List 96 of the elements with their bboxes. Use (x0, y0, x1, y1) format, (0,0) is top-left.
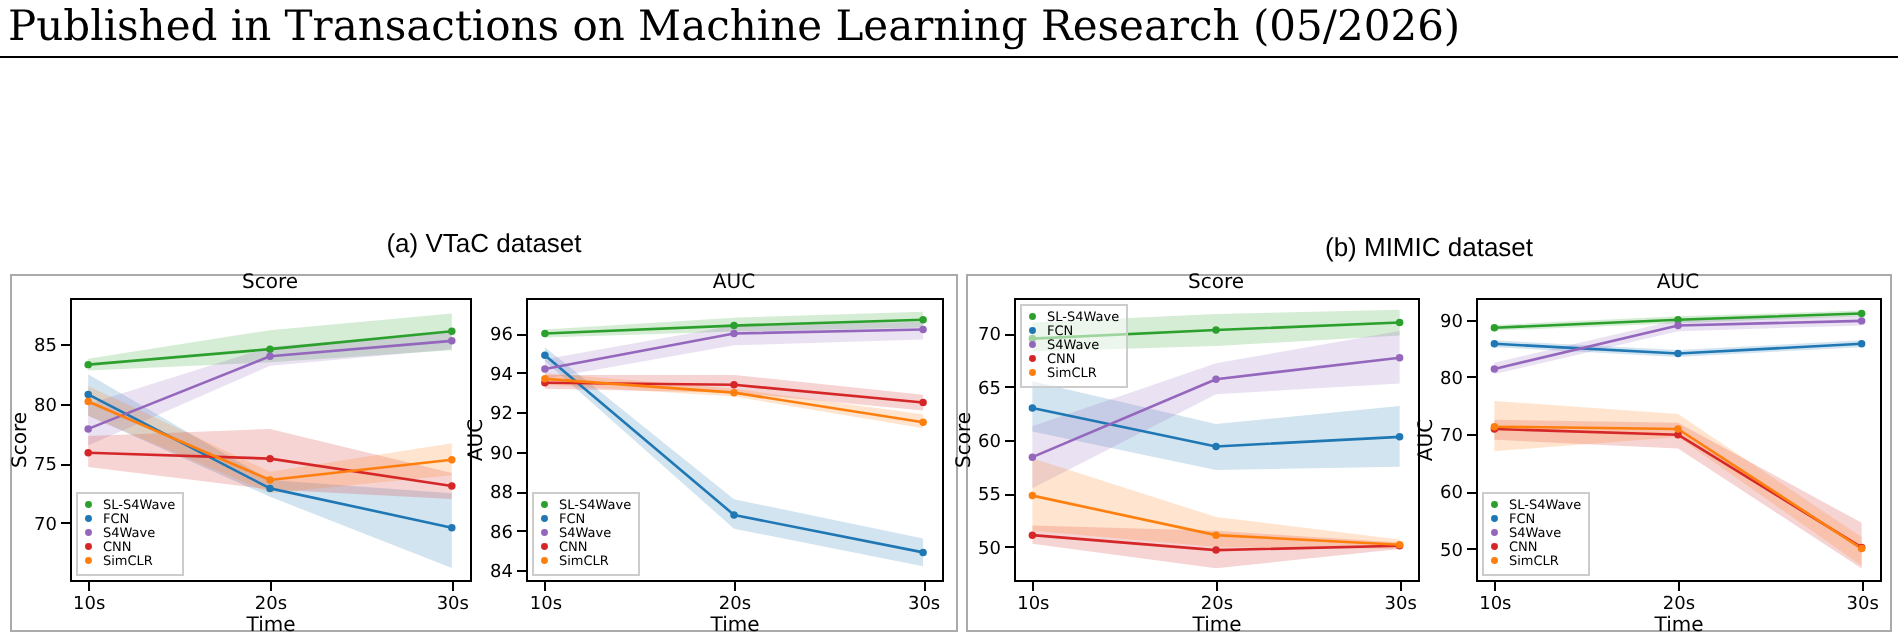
y-tick-label: 88 (490, 484, 514, 505)
point (448, 482, 456, 490)
point (919, 325, 927, 334)
y-tick-label: 96 (490, 326, 514, 347)
y-tick-label: 70 (34, 515, 58, 536)
x-tick-label: 10s (529, 595, 563, 615)
x-axis-title: Time (1190, 615, 1242, 632)
chart-title: AUC (1656, 272, 1700, 294)
y-tick-label: 90 (490, 444, 514, 465)
point (541, 351, 549, 359)
point (730, 321, 738, 330)
point (266, 476, 274, 484)
point (266, 345, 274, 353)
point (1212, 442, 1220, 451)
y-tick-label: 85 (34, 337, 57, 358)
point (1212, 531, 1220, 539)
point (84, 397, 92, 406)
point (1395, 318, 1404, 327)
x-tick-label: 20s (254, 595, 288, 615)
point (541, 329, 549, 338)
y-tick-label: 50 (1440, 541, 1464, 562)
y-tick-label: 50 (978, 539, 1002, 560)
point (1857, 309, 1866, 318)
point (1395, 433, 1404, 441)
y-tick-label: 70 (978, 326, 1002, 347)
x-tick-label: 30s (1846, 595, 1880, 615)
point (919, 398, 927, 407)
text: (a) VTaC dataset (384, 228, 584, 258)
y-tick-label: 60 (1440, 484, 1464, 505)
point (1857, 340, 1866, 348)
x-axis-title: Time (708, 615, 760, 632)
y-tick-label: 70 (1440, 427, 1464, 448)
x-tick-label: 20s (1200, 595, 1234, 615)
x-tick-label: 30s (1384, 595, 1418, 615)
point (1028, 531, 1037, 539)
point (919, 548, 927, 557)
text: (b) MIMIC dataset (1322, 232, 1536, 262)
y-tick-label: 90 (1440, 312, 1464, 333)
point (448, 523, 456, 532)
point (448, 337, 456, 345)
point (1028, 404, 1037, 412)
point (1674, 321, 1682, 330)
point (84, 360, 92, 369)
chart-title: Score (1187, 272, 1245, 294)
point (730, 388, 738, 397)
point (266, 454, 274, 463)
point (266, 484, 274, 493)
chart-title: AUC (712, 272, 756, 294)
point (84, 448, 92, 457)
point (448, 327, 456, 336)
y-tick-label: 80 (1440, 369, 1464, 390)
point (448, 456, 456, 464)
x-axis-title: Time (244, 615, 296, 632)
point (1212, 375, 1220, 383)
point (541, 365, 549, 373)
point (730, 329, 738, 338)
text: Published in Transactions on Machine Learning Research (05/2026) (8, 2, 1461, 50)
y-tick-label: 80 (34, 396, 58, 417)
point (1490, 340, 1499, 348)
y-tick-label: 65 (978, 379, 1001, 400)
point (919, 315, 927, 324)
point (1028, 491, 1037, 500)
x-tick-label: 20s (718, 595, 752, 615)
point (1674, 425, 1682, 433)
point (1490, 324, 1499, 332)
y-tick-label: 75 (34, 456, 57, 477)
y-axis-title: Score (954, 411, 977, 469)
x-tick-label: 30s (436, 595, 470, 615)
y-tick-label: 84 (490, 563, 514, 584)
point (1674, 349, 1682, 358)
x-tick-label: 30s (907, 595, 941, 615)
y-tick-label: 86 (490, 523, 514, 544)
point (1028, 334, 1037, 343)
y-tick-label: 55 (978, 486, 1001, 507)
point (84, 425, 92, 433)
x-tick-label: 10s (1017, 595, 1051, 615)
point (84, 390, 92, 399)
chart-title: Score (241, 272, 299, 294)
point (730, 381, 738, 389)
point (1212, 326, 1220, 334)
x-tick-label: 10s (73, 595, 106, 615)
point (1857, 317, 1866, 325)
point (1212, 546, 1220, 554)
y-tick-label: 92 (490, 405, 513, 426)
point (1395, 354, 1404, 362)
point (919, 418, 927, 426)
x-axis-title: Time (1652, 615, 1704, 632)
x-tick-label: 10s (1479, 595, 1513, 615)
x-tick-label: 20s (1662, 595, 1696, 615)
point (730, 511, 738, 519)
y-tick-label: 94 (490, 365, 514, 386)
point (1490, 365, 1499, 373)
y-tick-label: 60 (978, 433, 1002, 454)
point (1028, 453, 1037, 461)
y-axis-title: Score (10, 411, 33, 469)
point (266, 352, 274, 361)
